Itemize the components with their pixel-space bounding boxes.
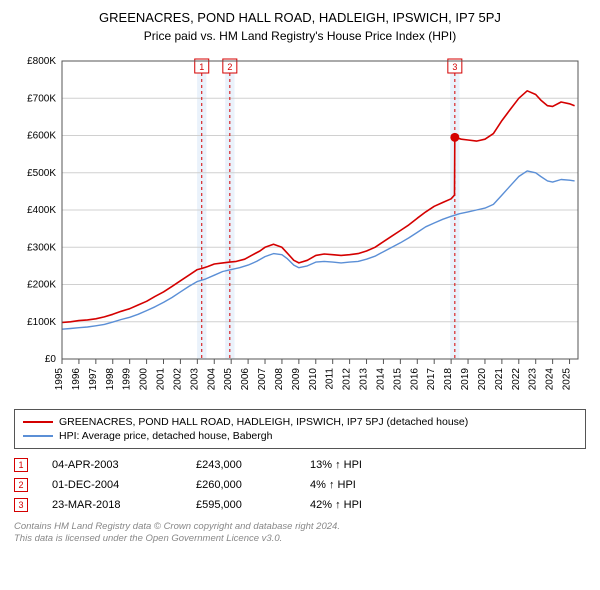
svg-text:2011: 2011 bbox=[325, 368, 336, 390]
marker-date: 23-MAR-2018 bbox=[52, 499, 172, 511]
svg-text:£200K: £200K bbox=[27, 280, 56, 291]
attribution: Contains HM Land Registry data © Crown c… bbox=[14, 521, 586, 546]
svg-text:2016: 2016 bbox=[409, 368, 420, 391]
marker-row: 2 01-DEC-2004 £260,000 4% ↑ HPI bbox=[14, 475, 586, 495]
marker-price: £595,000 bbox=[196, 499, 286, 511]
attribution-line2: This data is licensed under the Open Gov… bbox=[14, 533, 282, 544]
marker-number-box: 3 bbox=[14, 498, 28, 512]
attribution-line1: Contains HM Land Registry data © Crown c… bbox=[14, 521, 340, 532]
svg-text:2001: 2001 bbox=[156, 368, 167, 391]
svg-text:2014: 2014 bbox=[375, 368, 386, 391]
marker-pct: 42% ↑ HPI bbox=[310, 499, 410, 511]
svg-text:2017: 2017 bbox=[426, 368, 437, 391]
svg-text:2: 2 bbox=[227, 62, 232, 72]
svg-text:2019: 2019 bbox=[460, 368, 471, 391]
svg-text:1: 1 bbox=[199, 62, 204, 72]
svg-text:1996: 1996 bbox=[71, 368, 82, 391]
marker-row: 1 04-APR-2003 £243,000 13% ↑ HPI bbox=[14, 455, 586, 475]
chart-area: £0 £100K £200K £300K £400K £500K £600K £700K £80… bbox=[14, 53, 586, 403]
marker-number-box: 1 bbox=[14, 458, 28, 472]
svg-text:2007: 2007 bbox=[257, 368, 268, 391]
svg-text:£0: £0 bbox=[45, 354, 57, 365]
chart-container: GREENACRES, POND HALL ROAD, HADLEIGH, IP… bbox=[0, 0, 600, 554]
svg-text:1998: 1998 bbox=[105, 368, 116, 391]
svg-text:2022: 2022 bbox=[511, 368, 522, 391]
marker-pct: 13% ↑ HPI bbox=[310, 459, 410, 471]
svg-text:1999: 1999 bbox=[122, 368, 133, 391]
marker-number-box: 2 bbox=[14, 478, 28, 492]
svg-text:£600K: £600K bbox=[27, 131, 56, 142]
svg-text:2021: 2021 bbox=[494, 368, 505, 391]
svg-text:£500K: £500K bbox=[27, 168, 56, 179]
svg-text:2002: 2002 bbox=[172, 368, 183, 391]
svg-text:2024: 2024 bbox=[545, 368, 556, 391]
svg-text:1995: 1995 bbox=[54, 368, 65, 391]
legend-swatch bbox=[23, 435, 53, 437]
svg-text:2005: 2005 bbox=[223, 368, 234, 391]
svg-text:2004: 2004 bbox=[206, 368, 217, 391]
marker-date: 01-DEC-2004 bbox=[52, 479, 172, 491]
legend-label: GREENACRES, POND HALL ROAD, HADLEIGH, IP… bbox=[59, 416, 468, 428]
marker-price: £243,000 bbox=[196, 459, 286, 471]
legend-item: GREENACRES, POND HALL ROAD, HADLEIGH, IP… bbox=[23, 415, 577, 429]
marker-date: 04-APR-2003 bbox=[52, 459, 172, 471]
marker-table: 1 04-APR-2003 £243,000 13% ↑ HPI 2 01-DEC-200… bbox=[14, 455, 586, 515]
svg-text:2000: 2000 bbox=[139, 368, 150, 391]
legend-item: HPI: Average price, detached house, Babe… bbox=[23, 429, 577, 443]
svg-text:2023: 2023 bbox=[528, 368, 539, 391]
svg-text:2012: 2012 bbox=[342, 368, 353, 391]
svg-text:£100K: £100K bbox=[27, 317, 56, 328]
legend-swatch bbox=[23, 421, 53, 423]
legend: GREENACRES, POND HALL ROAD, HADLEIGH, IP… bbox=[14, 409, 586, 449]
svg-text:2013: 2013 bbox=[359, 368, 370, 391]
marker-row: 3 23-MAR-2018 £595,000 42% ↑ HPI bbox=[14, 495, 586, 515]
svg-text:2020: 2020 bbox=[477, 368, 488, 391]
svg-text:1997: 1997 bbox=[88, 368, 99, 391]
svg-text:2009: 2009 bbox=[291, 368, 302, 391]
line-chart: £0 £100K £200K £300K £400K £500K £600K £700K £80… bbox=[14, 53, 586, 403]
svg-text:2018: 2018 bbox=[443, 368, 454, 391]
legend-label: HPI: Average price, detached house, Babe… bbox=[59, 430, 272, 442]
marker-pct: 4% ↑ HPI bbox=[310, 479, 410, 491]
svg-text:£300K: £300K bbox=[27, 242, 56, 253]
marker-price: £260,000 bbox=[196, 479, 286, 491]
svg-text:£800K: £800K bbox=[27, 56, 56, 67]
svg-text:2003: 2003 bbox=[189, 368, 200, 391]
svg-text:2025: 2025 bbox=[562, 368, 573, 391]
svg-text:£700K: £700K bbox=[27, 93, 56, 104]
svg-text:2006: 2006 bbox=[240, 368, 251, 391]
svg-text:2008: 2008 bbox=[274, 368, 285, 391]
svg-text:£400K: £400K bbox=[27, 205, 56, 216]
svg-text:2010: 2010 bbox=[308, 368, 319, 391]
svg-text:2015: 2015 bbox=[392, 368, 403, 391]
page-title: GREENACRES, POND HALL ROAD, HADLEIGH, IP… bbox=[14, 10, 586, 25]
svg-text:3: 3 bbox=[452, 62, 457, 72]
page-subtitle: Price paid vs. HM Land Registry's House … bbox=[14, 29, 586, 43]
